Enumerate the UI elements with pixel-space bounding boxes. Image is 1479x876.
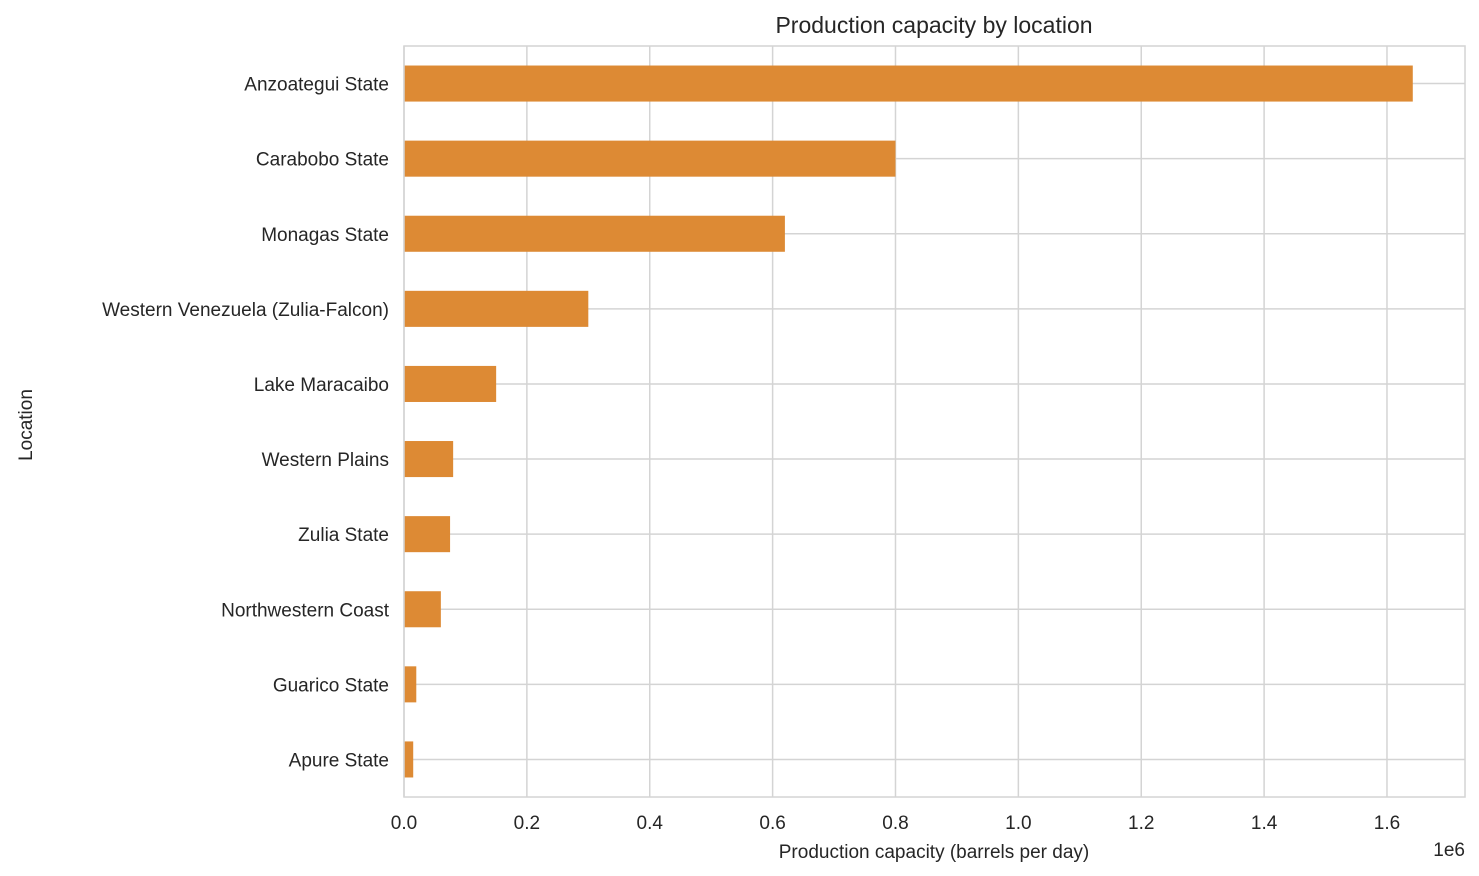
bar xyxy=(404,140,896,177)
plot-frame xyxy=(403,45,1466,798)
x-tick-label: 1.4 xyxy=(1251,813,1278,834)
bar xyxy=(404,591,441,628)
bar xyxy=(404,741,414,778)
x-axis-label: Production capacity (barrels per day) xyxy=(779,842,1089,863)
y-tick-label: Anzoategui State xyxy=(244,75,389,96)
y-tick-labels: Anzoategui State Carabobo State Monagas St… xyxy=(102,75,390,772)
x-tick-label: 1.6 xyxy=(1374,813,1400,834)
x-offset-label: 1e6 xyxy=(1433,840,1465,861)
x-tick-label: 1.0 xyxy=(1005,813,1031,834)
bars xyxy=(404,65,1413,778)
y-tick-label: Western Plains xyxy=(262,450,389,471)
bar xyxy=(404,516,451,553)
y-tick-label: Lake Maracaibo xyxy=(254,375,389,396)
bar xyxy=(404,65,1413,102)
y-axis-label: Location xyxy=(16,389,37,461)
y-tick-label: Carabobo State xyxy=(256,150,389,171)
y-tick-label: Guarico State xyxy=(273,675,389,696)
x-tick-label: 0.6 xyxy=(759,813,785,834)
x-tick-label: 0.0 xyxy=(391,813,417,834)
bar xyxy=(404,290,589,327)
x-tick-label: 0.4 xyxy=(637,813,664,834)
bar xyxy=(404,441,454,478)
y-tick-label: Monagas State xyxy=(261,225,389,246)
y-tick-label: Western Venezuela (Zulia-Falcon) xyxy=(102,300,389,321)
bar xyxy=(404,215,785,252)
y-tick-label: Northwestern Coast xyxy=(221,600,390,621)
y-tick-label: Zulia State xyxy=(298,525,389,546)
x-tick-label: 0.8 xyxy=(882,813,908,834)
x-tick-label: 0.2 xyxy=(514,813,540,834)
bar xyxy=(404,666,417,703)
chart-title: Production capacity by location xyxy=(775,12,1092,38)
x-tick-label: 1.2 xyxy=(1128,813,1154,834)
y-tick-label: Apure State xyxy=(289,750,389,771)
bar xyxy=(404,365,497,402)
x-tick-labels: 0.0 0.2 0.4 0.6 0.8 1.0 1.2 1.4 1.6 xyxy=(391,813,1400,834)
